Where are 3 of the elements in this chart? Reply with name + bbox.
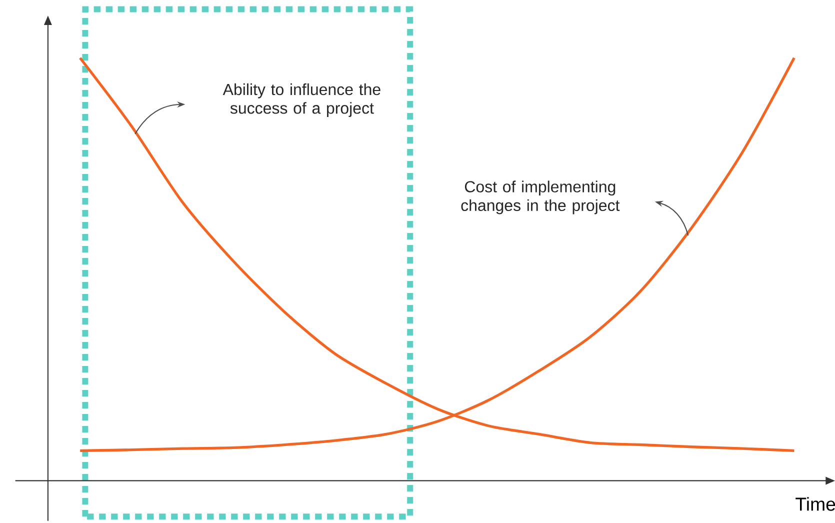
x-axis-title: Time bbox=[796, 497, 835, 511]
annotation: Cost of implementing changes in the project bbox=[461, 180, 620, 214]
annotation: Ability to influence the success of a project bbox=[222, 83, 380, 117]
